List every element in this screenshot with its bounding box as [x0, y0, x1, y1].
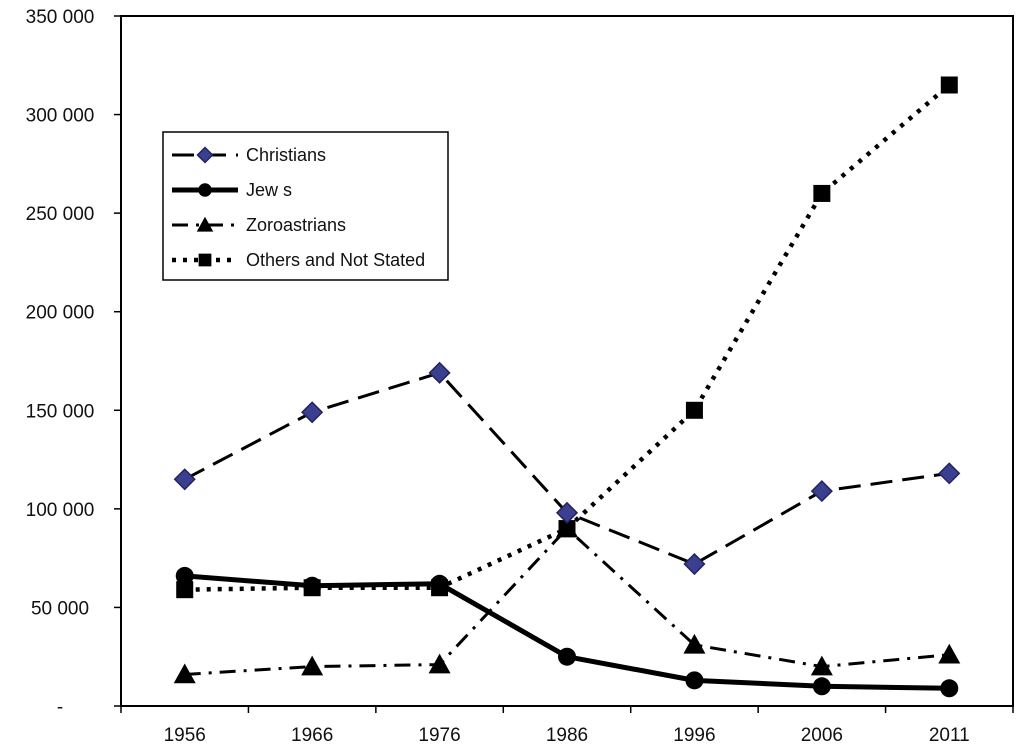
data-point [685, 671, 704, 690]
x-tick-label: 1956 [164, 725, 206, 746]
legend-marker [198, 183, 212, 197]
data-point [813, 184, 831, 202]
data-point [303, 576, 322, 595]
y-tick-label: 250 000 [26, 204, 95, 225]
y-tick-label: 350 000 [26, 7, 95, 28]
y-tick-label: 150 000 [26, 401, 95, 422]
legend-marker [198, 253, 212, 267]
data-point [556, 517, 578, 538]
x-tick-label: 1976 [418, 725, 460, 746]
legend-label: Others and Not Stated [246, 250, 425, 270]
data-point [810, 655, 833, 676]
y-tick-label: 100 000 [26, 500, 95, 521]
legend-marker [196, 216, 214, 232]
data-point [173, 663, 196, 684]
legend-label: Christians [246, 145, 326, 165]
data-point [683, 633, 706, 654]
data-point [176, 581, 194, 599]
data-point [940, 679, 959, 698]
legend-label: Jew s [246, 180, 292, 200]
y-tick-label: 300 000 [26, 106, 95, 127]
data-point [428, 653, 451, 674]
data-point [940, 76, 958, 94]
series-line [184, 573, 950, 691]
data-point [430, 574, 449, 593]
data-point [428, 361, 451, 384]
data-point [301, 401, 324, 424]
x-tick-label: 1986 [546, 725, 588, 746]
data-point [175, 566, 194, 585]
x-tick-label: 1966 [291, 725, 333, 746]
data-point [555, 501, 579, 524]
data-point [938, 462, 961, 485]
legend-label: Zoroastrians [246, 215, 346, 235]
data-point [810, 480, 833, 503]
data-point [301, 655, 324, 676]
plot-area-border [120, 15, 1014, 707]
data-point [938, 643, 961, 664]
data-point [683, 552, 706, 576]
data-point [173, 468, 196, 491]
x-tick-label: 1996 [673, 725, 715, 746]
y-tick-label: 200 000 [26, 303, 95, 324]
x-tick-label: 2011 [929, 725, 970, 746]
x-tick-label: 2006 [801, 725, 843, 746]
data-point [558, 647, 576, 666]
y-tick-label: - [57, 697, 63, 718]
legend-marker [196, 146, 214, 164]
data-point [685, 401, 703, 419]
y-tick-label: 50 000 [31, 598, 89, 619]
data-point [812, 677, 831, 696]
